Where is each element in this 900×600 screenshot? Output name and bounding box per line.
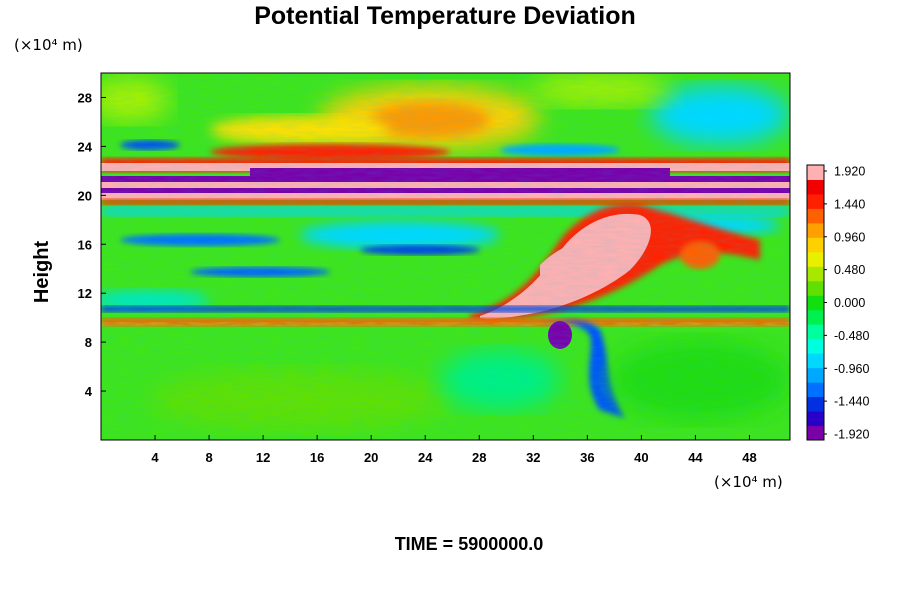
colorbar-swatch: [807, 251, 824, 267]
colorbar-swatch: [807, 208, 824, 224]
x-tick-label: 16: [310, 450, 324, 465]
colorbar-label: -0.480: [834, 329, 869, 343]
colorbar-swatch: [807, 353, 824, 369]
colorbar-swatch: [807, 309, 824, 325]
colorbar-label: 0.960: [834, 230, 865, 244]
colorbar-swatch: [807, 411, 824, 427]
colorbar-swatch: [807, 193, 824, 209]
colorbar-swatch: [807, 367, 824, 383]
colorbar-swatch: [807, 295, 824, 311]
colorbar: 1.920 1.440 0.960 0.480 0.000 -0.480 -0.960 -1.…: [806, 164, 869, 442]
y-unit-label: (×10⁴ m): [14, 36, 83, 54]
x-tick-label: 32: [526, 450, 540, 465]
x-tick-label: 4: [151, 450, 159, 465]
colorbar-swatch: [807, 338, 824, 354]
x-axis-ticks: 4 8 12 16 20 24 28 32 36 40 44 48: [151, 435, 757, 465]
y-axis-title: Height: [31, 241, 53, 304]
turbulence-overlay: [101, 73, 790, 440]
colorbar-label: -0.960: [834, 362, 869, 376]
x-tick-label: 8: [205, 450, 212, 465]
colorbar-swatch: [807, 382, 824, 398]
y-tick-label: 24: [78, 139, 93, 154]
colorbar-label: -1.920: [834, 428, 869, 442]
x-tick-label: 40: [634, 450, 648, 465]
y-tick-label: 28: [78, 90, 92, 105]
y-tick-label: 20: [78, 188, 92, 203]
y-tick-label: 12: [78, 286, 92, 301]
y-tick-label: 8: [85, 335, 92, 350]
colorbar-swatch: [807, 396, 824, 412]
colorbar-swatch: [807, 280, 824, 296]
colorbar-label: 0.000: [834, 296, 865, 310]
colorbar-swatch: [807, 165, 824, 180]
x-tick-label: 24: [418, 450, 433, 465]
colorbar-swatch: [807, 222, 824, 238]
plot-frame: [100, 72, 791, 441]
y-tick-label: 16: [78, 237, 92, 252]
x-tick-label: 44: [688, 450, 703, 465]
colorbar-swatch: [807, 179, 824, 195]
chart-title: Potential Temperature Deviation: [254, 2, 636, 30]
colorbar-swatch: [807, 425, 824, 441]
x-tick-label: 12: [256, 450, 270, 465]
colorbar-label: 1.440: [834, 197, 865, 211]
time-annotation: TIME = 5900000.0: [395, 534, 544, 554]
x-unit-label: (×10⁴ m): [714, 473, 783, 491]
x-tick-label: 36: [580, 450, 594, 465]
x-tick-label: 48: [742, 450, 756, 465]
x-tick-label: 28: [472, 450, 486, 465]
colorbar-label: -1.440: [834, 395, 869, 409]
y-axis-ticks: 4 8 12 16 20 24 28: [78, 90, 106, 399]
colorbar-swatch: [807, 266, 824, 282]
heatmap-field: [101, 73, 790, 440]
colorbar-swatch: [807, 237, 824, 253]
x-tick-label: 20: [364, 450, 378, 465]
colorbar-label: 0.480: [834, 263, 865, 277]
colorbar-label: 1.920: [834, 165, 865, 179]
colorbar-swatch: [807, 324, 824, 340]
y-tick-label: 4: [85, 384, 93, 399]
